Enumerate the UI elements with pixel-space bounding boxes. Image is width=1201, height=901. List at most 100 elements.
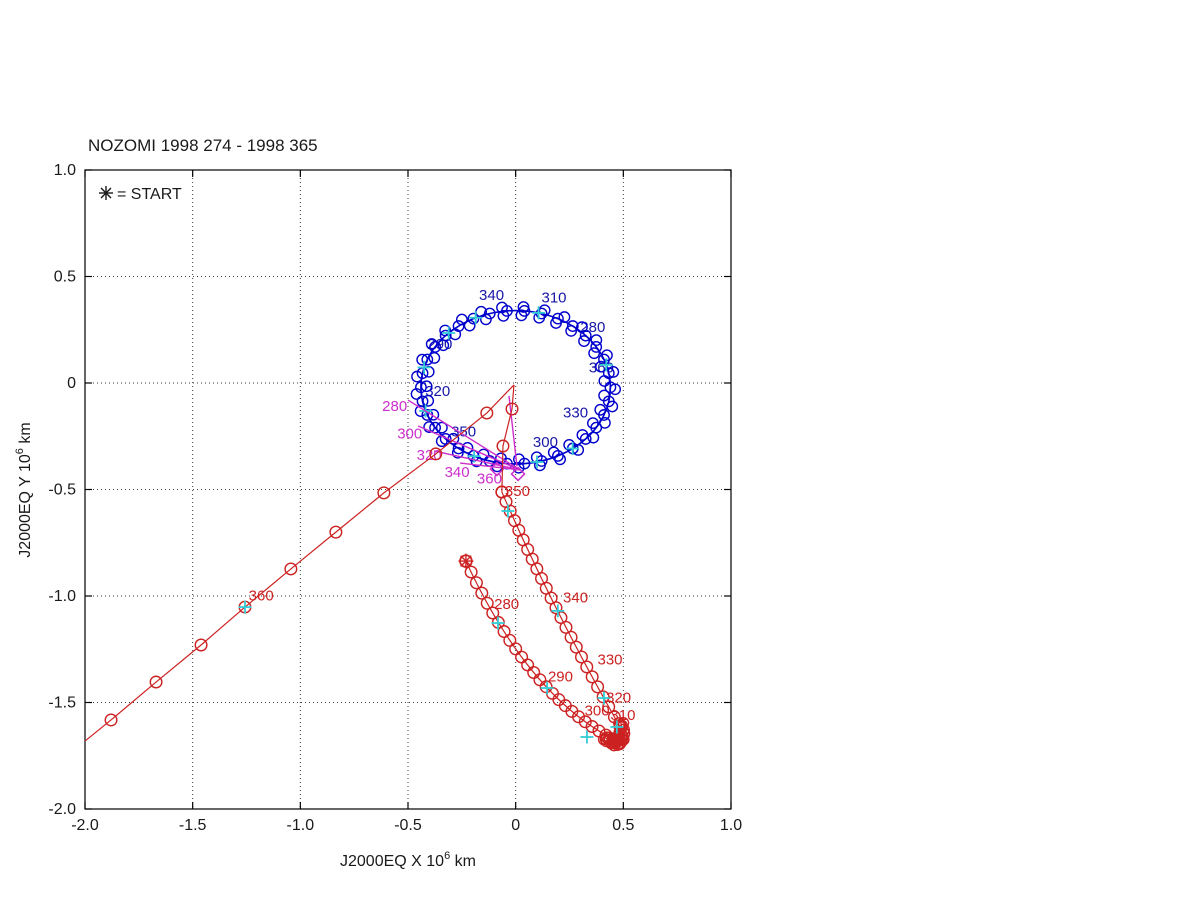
moon-orbit-marker: [497, 309, 510, 322]
moon-orbit-marker: [425, 338, 438, 350]
spacecraft-marker: [104, 713, 118, 727]
moon-orbit-marker: [427, 408, 440, 421]
moon-orbit-marker: [435, 421, 448, 434]
spacecraft-marker: [496, 439, 510, 453]
y-tick-label: -1.0: [48, 588, 76, 605]
asterisk-icon: [99, 186, 113, 200]
moon-orbit-marker: [594, 403, 607, 416]
trajectory-line: [501, 384, 515, 493]
moon-orbit-marker: [420, 380, 433, 393]
day-label-spacecraft: 360: [249, 587, 274, 604]
spacecraft-marker: [329, 525, 343, 539]
moon-orbit-marker: [513, 453, 525, 466]
spacecraft-marker: [486, 606, 500, 620]
ten-day-marker: [532, 306, 546, 320]
day-label-direction: 280: [382, 398, 407, 415]
x-tick-label: 1.0: [720, 817, 742, 834]
ten-day-marker: [566, 441, 580, 455]
day-label-spacecraft: 310: [610, 707, 635, 724]
day-label-spacecraft: 300: [585, 703, 610, 720]
moon-position-diamond: [510, 466, 526, 482]
direction-line: [407, 399, 521, 471]
moon-orbit-marker: [547, 446, 560, 459]
ten-day-marker: [610, 720, 624, 734]
spacecraft-marker: [505, 402, 519, 416]
y-tick-label: 0: [67, 375, 76, 392]
ten-day-marker: [501, 504, 515, 518]
ten-day-marker: [551, 604, 565, 618]
trajectory-line: [84, 384, 515, 742]
spacecraft-marker: [574, 650, 588, 664]
x-tick-label: 0: [511, 817, 520, 834]
spacecraft-marker: [578, 715, 592, 729]
x-tick-label: 0.5: [612, 817, 634, 834]
moon-orbit-marker: [416, 353, 429, 366]
x-tick-label: -1.5: [179, 817, 207, 834]
moon-orbit-marker: [517, 301, 530, 313]
moon-orbit-marker: [554, 453, 566, 466]
ten-day-marker: [580, 730, 594, 744]
x-tick-label: -2.0: [71, 817, 99, 834]
asterisk-arm: [100, 187, 112, 199]
moon-orbit-marker: [515, 309, 528, 322]
moon-orbit-marker: [410, 388, 423, 400]
spacecraft-marker: [591, 680, 605, 694]
moon-orbit-marker: [598, 375, 611, 387]
asterisk-arm: [460, 555, 472, 567]
direction-line: [460, 462, 521, 471]
moon-orbit-marker: [477, 448, 490, 461]
moon-orbit-marker: [587, 417, 599, 430]
moon-orbit-marker: [455, 313, 468, 326]
ten-day-marker: [417, 360, 431, 374]
day-label-moon: 310: [542, 289, 567, 306]
spacecraft-marker: [475, 586, 489, 600]
day-label-spacecraft: 350: [505, 483, 530, 500]
day-label-moon: 330: [563, 404, 588, 421]
moon-orbit-marker: [588, 347, 601, 360]
axes: -2.0 -1.5 -1.0 -0.5 0 0.5 1.0 1.0 0.5 0 -0.5 -1.0 -1…: [48, 162, 742, 834]
ten-day-marker: [469, 311, 483, 325]
ten-day-marker: [540, 681, 554, 695]
moon-orbit-marker: [598, 389, 611, 402]
y-tick-label: -1.5: [48, 695, 76, 712]
spacecraft-marker: [377, 486, 391, 500]
moon-orbit-marker: [576, 321, 588, 334]
ten-day-marker: [442, 326, 456, 340]
day-label-spacecraft: 320: [606, 690, 631, 707]
moon-orbit-marker: [578, 335, 590, 347]
moon-orbit-marker: [558, 311, 571, 323]
moon-orbit-marker: [590, 340, 603, 353]
spacecraft-marker: [564, 630, 578, 644]
start-marker: [458, 553, 474, 569]
moon-orbit-marker: [566, 320, 579, 332]
y-tick-label: -2.0: [48, 801, 76, 818]
spacecraft-marker: [194, 638, 208, 652]
moon-orbit-marker: [598, 416, 611, 429]
moon-orbit-marker: [423, 421, 436, 433]
spacecraft-marker: [284, 562, 298, 576]
spacecraft-marker: [569, 640, 583, 654]
moon-orbit-marker: [609, 383, 622, 396]
spacecraft-marker: [149, 675, 163, 689]
y-tick-label: 1.0: [54, 162, 76, 179]
moon-position-diamond: [489, 461, 505, 477]
moon-orbit-marker: [461, 441, 474, 454]
moon-orbit-marker: [449, 328, 462, 341]
spacecraft-marker: [585, 670, 599, 684]
moon-orbit-marker: [463, 319, 476, 332]
spacecraft-marker: [429, 447, 443, 461]
ten-day-marker: [530, 455, 544, 469]
day-label-spacecraft: 280: [494, 596, 519, 613]
moon-orbit-marker: [483, 307, 496, 320]
spacecraft-marker: [469, 576, 483, 590]
moon-orbit-marker: [606, 400, 619, 413]
moon-orbit-marker: [421, 353, 434, 366]
moon-orbit-marker: [607, 365, 620, 378]
legend-text: = START: [117, 186, 182, 203]
day-label-direction: 340: [445, 464, 470, 481]
moon-orbit-marker: [590, 334, 603, 347]
